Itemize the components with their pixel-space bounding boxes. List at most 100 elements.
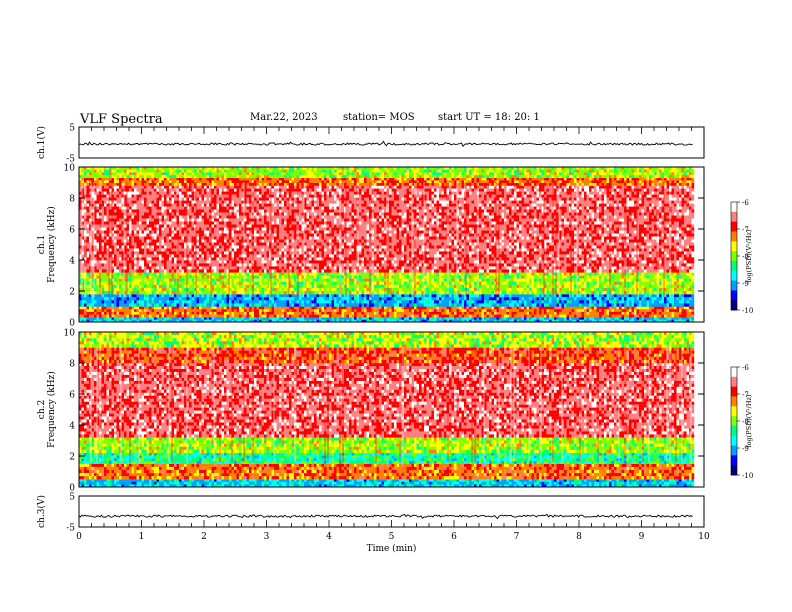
psd-cell — [284, 188, 287, 192]
psd-cell — [259, 294, 262, 298]
psd-cell — [621, 272, 625, 276]
psd-cell — [209, 303, 212, 307]
psd-cell — [556, 314, 560, 318]
psd-cell — [224, 309, 227, 313]
psd-cell — [244, 314, 247, 318]
psd-cell — [391, 185, 395, 189]
psd-cell — [634, 319, 637, 323]
psd-cell — [159, 284, 162, 289]
psd-cell — [116, 317, 120, 320]
psd-cell — [236, 185, 240, 189]
psd-cell — [539, 317, 542, 320]
psd-cell — [651, 317, 655, 320]
psd-cell — [381, 300, 385, 304]
psd-cell — [79, 291, 82, 295]
psd-cell — [681, 294, 685, 298]
psd-cell — [341, 281, 345, 285]
psd-cell — [374, 284, 377, 289]
psd-cell — [81, 287, 85, 292]
psd-cell — [361, 185, 365, 189]
psd-cell — [276, 294, 280, 298]
psd-cell — [194, 185, 197, 189]
psd-cell — [346, 188, 350, 192]
psd-cell — [459, 188, 462, 192]
psd-cell — [371, 314, 375, 318]
psd-cell — [466, 278, 470, 282]
psd-cell — [199, 317, 202, 320]
psd-cell — [579, 291, 582, 295]
psd-cell — [336, 281, 340, 285]
psd-cell — [181, 191, 185, 195]
psd-cell — [614, 185, 617, 189]
psd-cell — [589, 278, 592, 282]
psd-cell — [164, 188, 167, 192]
psd-cell — [469, 185, 472, 189]
psd-cell — [521, 272, 525, 276]
psd-cell — [549, 309, 552, 313]
psd-cell — [434, 188, 437, 192]
psd-cell — [686, 287, 690, 292]
psd-cell — [389, 284, 392, 289]
psd-cell — [301, 294, 305, 298]
psd-cell — [356, 297, 360, 301]
psd-cell — [621, 294, 625, 298]
psd-cell — [471, 309, 475, 313]
psd-cell — [569, 306, 572, 310]
psd-cell — [616, 185, 620, 189]
psd-cell — [276, 303, 280, 307]
psd-cell — [669, 297, 672, 301]
psd-cell — [519, 284, 522, 289]
psd-cell — [599, 185, 602, 189]
psd-cell — [361, 314, 365, 318]
psd-cell — [206, 303, 210, 307]
psd-cell — [326, 303, 330, 307]
psd-cell — [369, 319, 372, 323]
psd-cell — [611, 188, 615, 192]
psd-cell — [541, 303, 545, 307]
psd-cell — [184, 300, 187, 304]
psd-cell — [301, 284, 305, 289]
psd-cell — [436, 306, 440, 310]
psd-cell — [164, 314, 167, 318]
psd-cell — [549, 314, 552, 318]
psd-cell — [679, 191, 682, 195]
psd-cell — [146, 303, 150, 307]
psd-cell — [331, 272, 335, 276]
psd-cell — [691, 275, 695, 279]
psd-cell — [484, 191, 487, 195]
psd-cell — [241, 291, 245, 295]
psd-cell — [136, 272, 140, 276]
psd-cell — [199, 300, 202, 304]
psd-cell — [601, 306, 605, 310]
psd-cell — [311, 294, 315, 298]
psd-cell — [489, 278, 492, 282]
psd-cell — [329, 300, 332, 304]
psd-cell — [394, 291, 397, 295]
psd-cell — [354, 314, 357, 318]
psd-cell — [406, 291, 410, 295]
psd-cell — [159, 291, 162, 295]
psd-cell — [269, 309, 272, 313]
psd-cell — [141, 287, 145, 292]
psd-cell — [209, 294, 212, 298]
psd-cell — [524, 291, 527, 295]
psd-cell — [281, 300, 285, 304]
psd-cell — [239, 303, 242, 307]
psd-cell — [309, 188, 312, 192]
psd-cell — [111, 294, 115, 298]
psd-cell — [94, 272, 97, 276]
psd-cell — [144, 317, 147, 320]
psd-cell — [156, 311, 160, 315]
psd-cell — [614, 275, 617, 279]
psd-cell — [329, 284, 332, 289]
psd-cell — [531, 284, 535, 289]
psd-cell — [191, 291, 195, 295]
psd-cell — [401, 278, 405, 282]
psd-cell — [661, 287, 665, 292]
psd-cell — [254, 287, 257, 292]
psd-cell — [96, 185, 100, 189]
psd-cell — [629, 291, 632, 295]
psd-cell — [166, 284, 170, 289]
psd-cell — [246, 272, 250, 276]
psd-cell — [154, 317, 157, 320]
